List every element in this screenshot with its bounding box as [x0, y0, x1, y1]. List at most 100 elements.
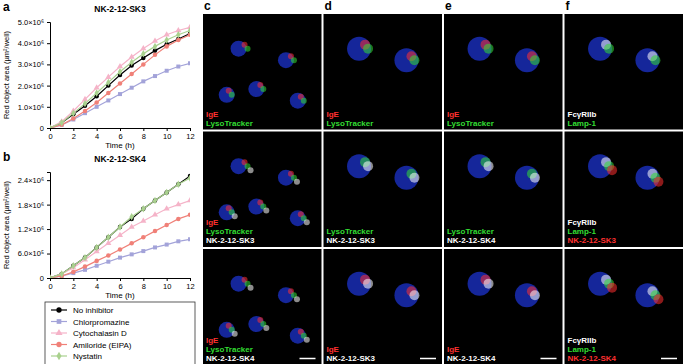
nucleus [515, 283, 539, 307]
stain-label: LysoTracker [206, 119, 253, 128]
tick-mark [47, 22, 50, 23]
micrograph: FcγRIIbLamp-1NK-2-12-SK3 [565, 132, 684, 248]
tick: 4 [95, 278, 99, 291]
tick-mark [167, 278, 168, 281]
image-background [203, 14, 322, 130]
marker [94, 84, 100, 89]
stain-label: NK-2-12-SK4 [206, 354, 255, 363]
series-line [50, 35, 190, 128]
marker [141, 205, 145, 212]
marker [153, 74, 157, 78]
stain-label: Lamp-1 [568, 345, 597, 354]
image-background [565, 249, 684, 364]
stain-label: LysoTracker [206, 227, 253, 236]
marker [164, 31, 170, 36]
marker [50, 274, 52, 278]
marker [188, 213, 190, 218]
tick: 10 [163, 128, 171, 141]
marker [106, 234, 110, 241]
marker [118, 247, 123, 252]
y-axis: 06.0×10⁵1.2×10⁶1.8×10⁶2.4×10⁶ [18, 173, 51, 283]
stain-label: FcγRIIb [568, 218, 597, 227]
tick-mark [47, 107, 50, 108]
image-background [203, 249, 322, 364]
stain-label: FcγRIIb [568, 336, 597, 345]
stain-spot [604, 44, 614, 54]
nucleus [219, 87, 235, 103]
tick: 4.0×10⁶ [18, 39, 50, 48]
tick: 4 [95, 128, 99, 141]
tick-label: 12 [186, 282, 194, 291]
marker [176, 65, 180, 69]
stain-spot [260, 86, 266, 92]
marker [71, 109, 75, 116]
marker [188, 237, 190, 241]
axis-line [51, 129, 191, 132]
legend-marker [56, 307, 61, 312]
marker [188, 174, 190, 181]
axis-line [47, 23, 51, 129]
marker [176, 181, 180, 188]
panel-label: c [204, 0, 211, 13]
marker [129, 53, 135, 58]
micrographs: cIgELysoTrackerIgELysoTrackerNK-2-12-SK3… [203, 0, 683, 364]
x-axis-title: Time (h) [105, 291, 135, 300]
stain-label: IgE [447, 110, 460, 119]
marker [60, 119, 64, 126]
tick-mark [73, 278, 74, 281]
micrograph: IgENK-2-12-SK3 [324, 249, 443, 364]
tick-mark [47, 43, 50, 44]
tick-mark [47, 278, 50, 279]
stain-label: FcγRIIb [568, 110, 597, 119]
tick: 2 [72, 278, 76, 291]
stain-label: LysoTracker [327, 227, 374, 236]
marker [60, 270, 64, 277]
marker [140, 217, 146, 222]
axis-line [51, 279, 191, 282]
stain-spot [484, 279, 494, 289]
tick-mark [190, 278, 191, 281]
tick-label: 4 [95, 282, 99, 291]
marker [153, 229, 158, 234]
image-background [203, 132, 322, 248]
tick-label: 8 [142, 132, 146, 141]
stain-label: LysoTracker [447, 119, 494, 128]
marker [153, 245, 157, 249]
legend-label: Amiloride (EIPA) [73, 341, 132, 350]
marker [164, 44, 169, 49]
tick-label: 0 [48, 282, 52, 291]
marker [129, 224, 135, 229]
marker [188, 27, 190, 34]
nucleus [231, 41, 247, 57]
tick: 1.2×10⁶ [18, 225, 50, 234]
legend-marker [57, 319, 62, 324]
stain-spot [530, 290, 540, 300]
stain-spot [245, 46, 251, 52]
micrograph: IgELysoTrackerNK-2-12-SK4 [203, 249, 322, 364]
legend: No inhibitorChlorpromazineCytochalasin D… [45, 302, 195, 364]
series-line [50, 178, 190, 278]
image-background [565, 132, 684, 248]
marker [118, 256, 122, 260]
nucleus [394, 48, 418, 72]
marker [105, 74, 111, 79]
marker [141, 249, 145, 253]
micrograph: IgELysoTracker [444, 14, 563, 130]
series-line [50, 30, 190, 128]
tick-mark [97, 128, 98, 131]
marker [129, 241, 134, 246]
tick-mark [47, 180, 50, 181]
tick-label: 0 [40, 124, 44, 133]
micrograph: IgENK-2-12-SK4 [444, 249, 563, 364]
plot-area [50, 174, 190, 278]
micrograph: IgELysoTracker [203, 14, 322, 130]
tick: 1.8×10⁶ [18, 201, 50, 210]
x-axis: 024681012 [48, 128, 194, 141]
panel-label: f [566, 0, 571, 13]
tick: 8 [142, 128, 146, 141]
tick: 10 [163, 278, 171, 291]
tick-mark [47, 205, 50, 206]
tick: 8 [142, 278, 146, 291]
y-axis-title: Red object area (µm²/well) [2, 180, 11, 269]
image-background [565, 14, 684, 130]
